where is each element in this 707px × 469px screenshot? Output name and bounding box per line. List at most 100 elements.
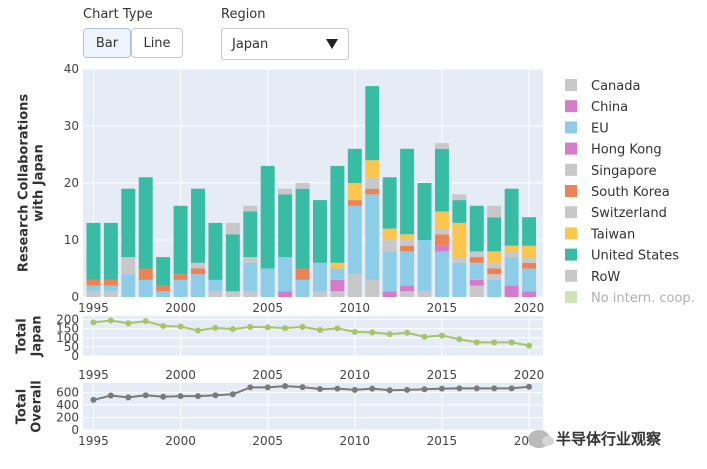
overall-point-2010 [351, 386, 358, 393]
overall-point-2007 [299, 384, 306, 391]
overall-point-2014 [421, 386, 428, 393]
bar-eu-2011 [365, 194, 380, 280]
bar-taiwan-2009 [330, 262, 345, 269]
japan-point-2005 [264, 324, 271, 331]
japan-point-2019 [508, 339, 515, 346]
bar-united-states-2019 [504, 188, 519, 246]
legend-swatch-taiwan [565, 227, 577, 240]
japan-point-2008 [316, 327, 323, 333]
bar-china-2012 [382, 291, 397, 297]
bar-eu-2019 [504, 257, 519, 286]
region-select-value: Japan [232, 36, 269, 52]
overall-xtick-label: 1995 [78, 434, 109, 448]
japan-point-2002 [212, 324, 219, 331]
bar-switzerland-2013 [400, 240, 415, 246]
bar-china-2013 [400, 285, 415, 292]
bar-row-2010 [347, 274, 362, 297]
overall-point-2016 [456, 385, 463, 392]
watermark-text: 半导体行业观察 [556, 430, 662, 448]
japan-ytick-label: 100 [56, 331, 79, 345]
japan-point-2000 [177, 323, 184, 330]
japan-point-1998 [142, 318, 149, 325]
bar-switzerland-2012 [382, 240, 397, 246]
legend-swatch-hong-kong [565, 142, 577, 155]
japan-point-2020 [526, 342, 533, 349]
overall-point-2008 [316, 385, 323, 392]
watermark: 半导体行业观察 [528, 428, 661, 449]
overall-point-2004 [247, 384, 254, 391]
overall-point-2013 [404, 386, 411, 393]
japan-point-2009 [334, 325, 341, 332]
overall-ytick-label: 600 [56, 385, 79, 399]
japan-ytick-label: 150 [56, 322, 79, 336]
japan-xtick-label: 2020 [514, 368, 545, 382]
bar-south-korea-2017 [469, 257, 484, 263]
overall-point-2001 [195, 393, 201, 400]
bar-united-states-2006 [278, 194, 293, 258]
bar-united-states-2013 [400, 148, 415, 235]
japan-point-2001 [195, 327, 201, 334]
bar-row-2002 [208, 291, 223, 297]
bar-row-2003 [225, 291, 240, 297]
overall-ytick-label: 0 [71, 423, 79, 437]
bar-eu-2004 [243, 262, 258, 292]
bar-button[interactable]: Bar [83, 28, 131, 58]
japan-point-2017 [473, 339, 480, 346]
overall-point-2006 [282, 383, 289, 390]
bar-eu-2010 [347, 205, 362, 275]
bar-xtick-label: 2010 [340, 301, 371, 315]
legend-label: Taiwan [590, 227, 635, 242]
bar-south-korea-2015 [434, 234, 449, 246]
bar-united-states-1999 [156, 257, 171, 286]
bar-china-2019 [504, 285, 519, 297]
overall-point-2017 [473, 385, 480, 392]
bar-south-korea-1998 [138, 268, 153, 280]
bar-switzerland-2001 [191, 262, 205, 269]
bar-taiwan-2019 [504, 245, 519, 252]
japan-xtick-label: 2015 [427, 368, 458, 382]
bar-eu-2009 [330, 268, 345, 280]
bar-united-states-2007 [295, 188, 310, 269]
bar-ytick-label: 30 [64, 119, 79, 133]
overall-point-1996 [107, 392, 114, 399]
legend-swatch-china [565, 100, 577, 113]
overall-point-2003 [229, 391, 236, 398]
region-select[interactable]: Japan [221, 28, 349, 60]
overall-point-1995 [90, 396, 97, 403]
bar-canada-2018 [487, 205, 502, 218]
bar-china-2009 [330, 279, 345, 292]
legend-label: China [591, 100, 628, 115]
wechat-icon [528, 429, 554, 448]
bar-switzerland-2016 [452, 257, 467, 263]
overall-point-2009 [334, 385, 341, 392]
overall-point-1999 [160, 393, 167, 400]
bar-united-states-2004 [243, 211, 258, 258]
japan-point-2003 [229, 326, 236, 333]
bar-switzerland-2011 [365, 177, 380, 189]
bar-row-2008 [313, 291, 327, 297]
bar-ylabel-line: Research Collaborations [17, 94, 32, 272]
bar-south-korea-2020 [522, 262, 537, 269]
bar-canada-2016 [452, 194, 467, 201]
legend-swatch-singapore [565, 163, 577, 176]
line-button[interactable]: Line [131, 28, 183, 58]
overall-point-2018 [491, 385, 498, 392]
bar-united-states-1996 [103, 222, 118, 280]
bar-china-2020 [522, 291, 537, 297]
bar-chart-panel: 0 10 20 30 40 1995 2000 2005 2010 2015 2020 Researc… [17, 62, 545, 315]
bar-united-states-1997 [121, 188, 136, 258]
bar-xtick-label: 2020 [514, 301, 545, 315]
overall-point-2015 [438, 385, 445, 392]
japan-point-2006 [282, 325, 289, 332]
bar-eu-2002 [208, 279, 223, 292]
bar-eu-2014 [417, 240, 432, 292]
bar-canada-2003 [225, 222, 240, 235]
bar-singapore-2004 [243, 257, 258, 263]
overall-ytick-label: 400 [56, 398, 79, 412]
bar-canada-2006 [278, 188, 293, 195]
bar-eu-2017 [469, 262, 484, 280]
japan-point-2004 [247, 323, 254, 330]
bar-eu-2006 [278, 257, 293, 292]
bar-united-states-2014 [417, 183, 432, 240]
